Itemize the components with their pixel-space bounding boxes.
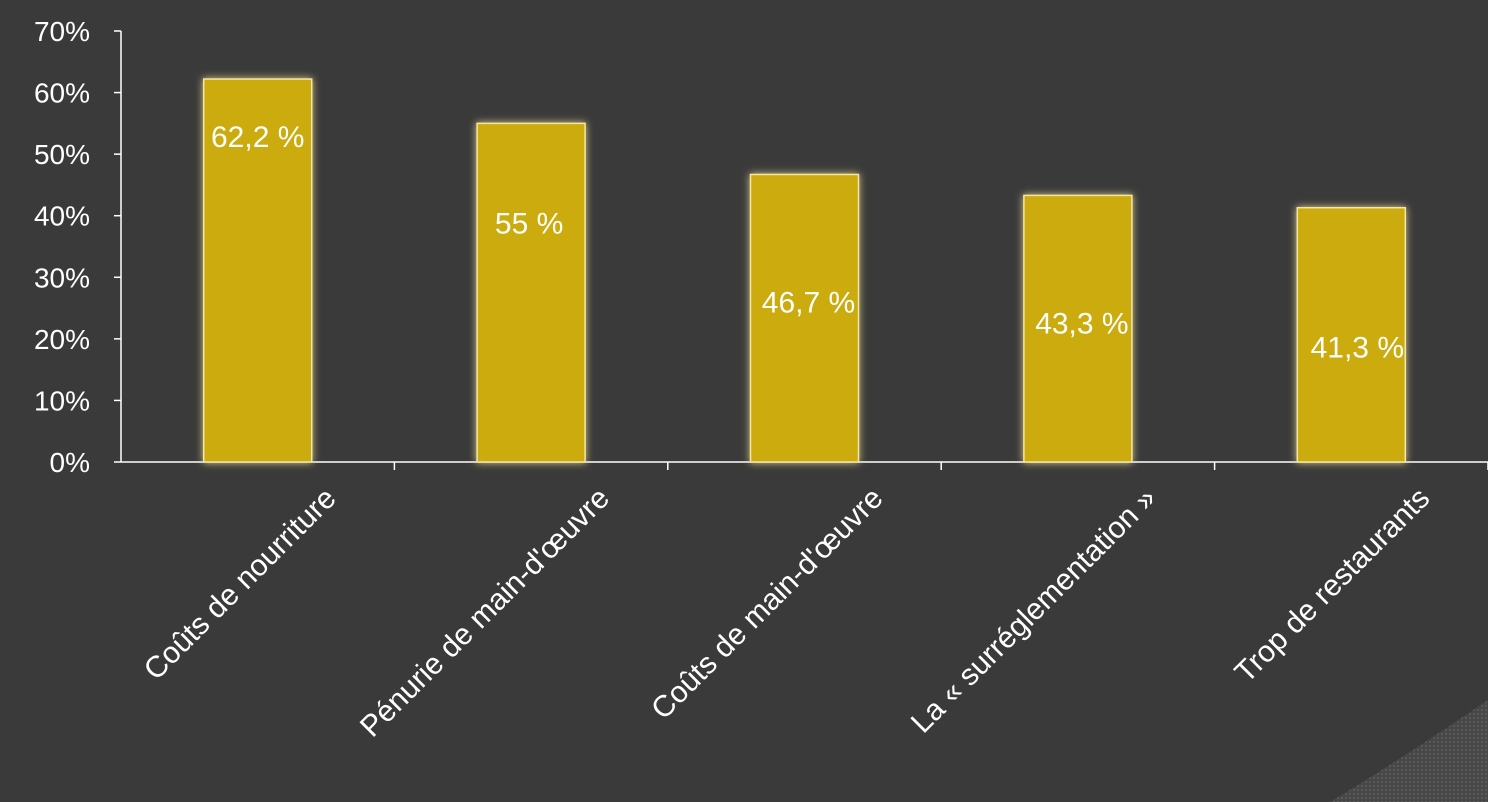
data-label-3: 46,7 % xyxy=(762,286,855,319)
category-label-3: Coûts de main-d'œuvre xyxy=(645,482,889,726)
bar-3 xyxy=(749,173,860,463)
y-tick-label: 20% xyxy=(34,324,90,355)
data-label-2: 55 % xyxy=(495,207,563,240)
category-label-5: Trop de restaurants xyxy=(1229,482,1437,690)
y-tick-label: 40% xyxy=(34,201,90,232)
bar-5 xyxy=(1296,206,1407,463)
y-tick-label: 30% xyxy=(34,262,90,293)
bar-4 xyxy=(1023,194,1133,463)
corner-decoration xyxy=(1330,700,1488,802)
bar-2 xyxy=(476,122,586,463)
category-label-2: Pénurie de main-d'œuvre xyxy=(354,482,616,744)
y-tick-label: 10% xyxy=(34,385,90,416)
category-label-1: Coûts de nourriture xyxy=(138,482,343,687)
data-label-1: 62,2 % xyxy=(211,121,304,154)
data-label-5: 41,3 % xyxy=(1311,332,1404,365)
category-label-4: La « surréglementation » xyxy=(905,482,1163,740)
y-tick-label: 0% xyxy=(50,447,90,478)
data-label-4: 43,3 % xyxy=(1035,307,1128,340)
y-tick-label: 60% xyxy=(34,78,90,109)
bar-1 xyxy=(202,78,313,463)
y-tick-label: 50% xyxy=(34,139,90,170)
y-tick-label: 70% xyxy=(34,16,90,47)
